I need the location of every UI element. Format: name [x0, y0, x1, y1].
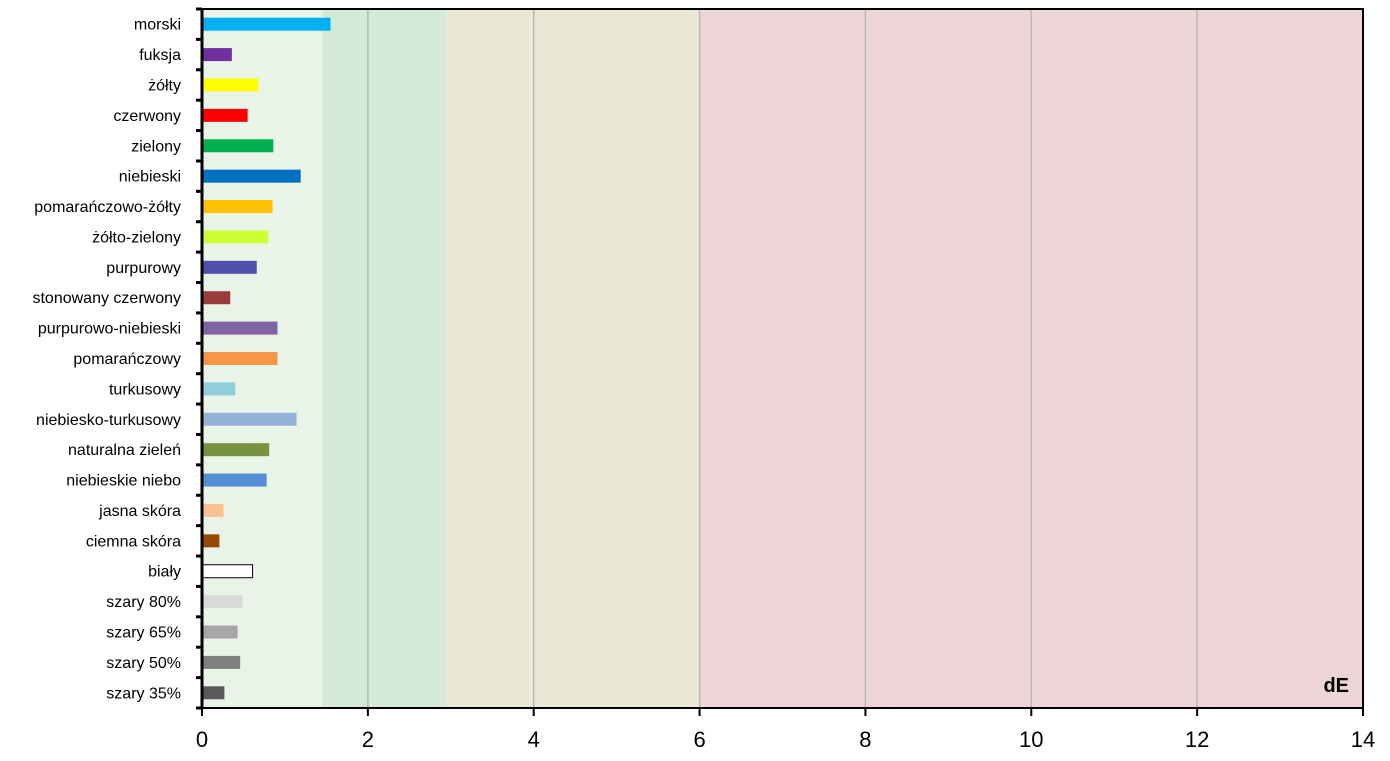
category-label-14: naturalna zieleń	[68, 442, 181, 459]
category-label-2: żółty	[148, 77, 181, 94]
bar-17	[202, 534, 220, 548]
category-label-6: pomarańczowo-żółty	[34, 199, 181, 216]
bar-18	[201, 564, 254, 579]
category-label-7: żółto-zielony	[92, 229, 181, 246]
bar-11	[202, 352, 278, 365]
bar-22	[202, 686, 225, 700]
bar-2	[202, 78, 259, 92]
bars	[201, 17, 331, 700]
bar-8	[202, 260, 257, 274]
bar-16	[202, 503, 224, 517]
band-1	[322, 9, 447, 708]
bar-10	[202, 321, 278, 335]
bar-7	[202, 230, 269, 244]
x-tick-label-6: 12	[1185, 727, 1209, 752]
category-label-1: fuksja	[139, 47, 181, 64]
bar-21	[202, 655, 241, 669]
category-label-5: niebieski	[119, 169, 181, 186]
y-axis	[196, 7, 204, 710]
category-label-22: szary 35%	[106, 685, 181, 702]
bar-12	[202, 382, 236, 396]
category-labels: morski fuksja żółty czerwony zielony niebiesk…	[32, 17, 181, 703]
band-2	[446, 9, 700, 708]
category-label-20: szary 65%	[106, 625, 181, 642]
x-tick-label-3: 6	[693, 727, 705, 752]
x-tick-label-5: 10	[1019, 727, 1043, 752]
bar-20	[202, 625, 238, 639]
x-axis-ticks: 0 2 4 6 8 10 12 14	[196, 708, 1375, 752]
bar-5	[202, 169, 301, 183]
category-label-11: pomarańczowy	[73, 351, 181, 368]
category-label-4: zielony	[131, 138, 181, 155]
x-tick-label-2: 4	[528, 727, 540, 752]
category-label-19: szary 80%	[106, 594, 181, 611]
x-axis-title: dE	[1323, 675, 1349, 697]
x-tick-label-0: 0	[196, 727, 208, 752]
category-label-15: niebieskie niebo	[66, 473, 181, 490]
x-tick-label-4: 8	[859, 727, 871, 752]
category-label-0: morski	[134, 17, 181, 34]
bar-3	[202, 108, 248, 122]
bar-15	[202, 473, 267, 487]
category-label-16: jasna skóra	[98, 503, 181, 520]
x-tick-label-1: 2	[362, 727, 374, 752]
category-label-8: purpurowy	[106, 260, 181, 277]
category-label-18: biały	[148, 564, 181, 581]
bar-1	[202, 48, 232, 62]
bar-6	[202, 200, 273, 214]
x-tick-label-7: 14	[1351, 727, 1375, 752]
category-label-13: niebiesko-turkusowy	[36, 412, 181, 429]
category-label-9: stonowany czerwony	[32, 290, 181, 307]
bar-0	[202, 17, 331, 31]
category-label-21: szary 50%	[106, 655, 181, 672]
bar-4	[202, 139, 274, 153]
bar-13	[202, 412, 297, 426]
category-label-17: ciemna skóra	[86, 533, 181, 550]
bar-9	[202, 291, 231, 305]
bar-19	[202, 595, 243, 609]
category-label-10: purpurowo-niebieski	[38, 321, 181, 338]
category-label-12: turkusowy	[109, 381, 181, 398]
gridlines	[367, 9, 1198, 708]
background-bands	[202, 9, 1363, 708]
bar-14	[202, 443, 270, 457]
category-label-3: czerwony	[113, 108, 181, 125]
